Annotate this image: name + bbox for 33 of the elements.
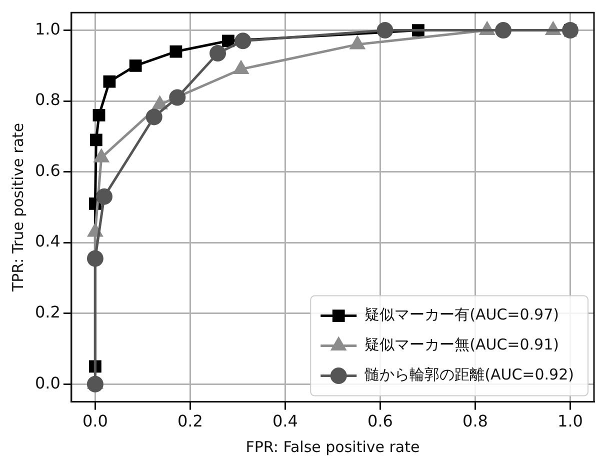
point <box>90 134 102 146</box>
point <box>169 89 186 106</box>
x-tick-label: 0.2 <box>177 412 203 431</box>
y-tick-label: 0.2 <box>34 302 60 322</box>
point <box>86 250 104 267</box>
legend-label: 疑似マーカー無(AUC=0.91) <box>364 336 560 354</box>
point <box>86 376 104 392</box>
x-tick-label: 0.0 <box>82 412 108 431</box>
point <box>170 45 182 58</box>
x-tick-label: 0.6 <box>368 412 393 431</box>
y-tick-label: 0.4 <box>34 232 60 251</box>
point <box>210 45 226 62</box>
x-tick-label: 1.0 <box>558 412 583 431</box>
point <box>562 22 578 39</box>
y-tick-label: 0.6 <box>34 160 60 180</box>
point <box>222 34 234 48</box>
y-tick-label: 0.8 <box>34 90 60 110</box>
legend-label: 疑似マーカー有(AUC=0.97) <box>364 306 560 324</box>
x-tick-label: 0.4 <box>272 412 298 431</box>
point <box>103 75 116 88</box>
y-axis-title: TPR: True positive rate <box>8 122 27 293</box>
point <box>234 32 252 50</box>
point <box>92 109 106 122</box>
y-tick-label: 0.0 <box>34 373 60 392</box>
point <box>96 188 112 205</box>
point <box>376 22 394 39</box>
y-tick-label: 1.0 <box>34 19 60 38</box>
point <box>146 108 162 126</box>
x-tick-label: 0.8 <box>462 412 488 431</box>
x-axis-title: FPR: False positive rate <box>246 438 420 456</box>
point <box>129 59 142 72</box>
legend-label: 髄から輪郭の距離(AUC=0.92) <box>364 366 574 384</box>
point <box>495 22 512 39</box>
